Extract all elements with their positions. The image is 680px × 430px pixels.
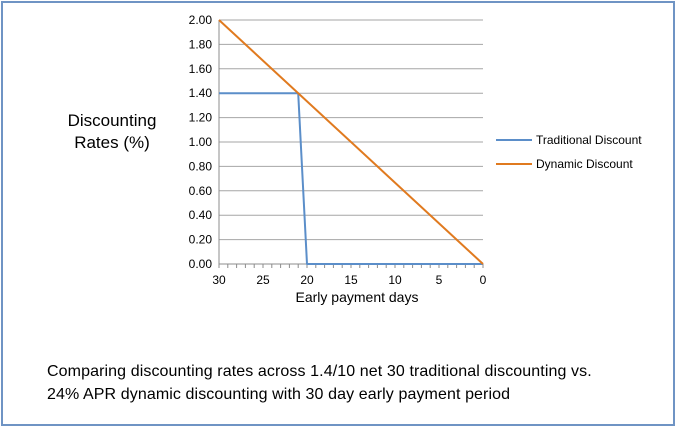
figure-frame: [1, 1, 675, 426]
y-axis-title-line-2: Rates (%): [74, 133, 150, 152]
x-tick-label: 25: [256, 273, 270, 287]
y-tick-label: 0.80: [189, 159, 213, 173]
x-tick-label: 10: [388, 273, 402, 287]
series-lines: [218, 19, 484, 265]
x-tick-label: 5: [436, 273, 443, 287]
y-tick-label: 1.80: [189, 37, 213, 51]
y-tick-label: 2.00: [189, 13, 213, 27]
x-axis-ticks: 30 25 20 15 10 5 0: [212, 264, 487, 287]
figure-caption: Comparing discounting rates across 1.4/1…: [47, 360, 667, 406]
y-tick-label: 0.40: [189, 208, 213, 222]
legend: Traditional Discount Dynamic Discount: [496, 133, 642, 171]
x-tick-label: 20: [300, 273, 314, 287]
y-tick-label: 0.20: [189, 233, 213, 247]
caption-line-1: Comparing discounting rates across 1.4/1…: [47, 363, 592, 380]
series-line-dynamic-discount: [218, 19, 484, 265]
y-axis-title: Discounting Rates (%): [52, 110, 172, 154]
x-axis-title: Early payment days: [296, 289, 419, 305]
x-tick-label: 15: [344, 273, 358, 287]
x-tick-label: 0: [480, 273, 487, 287]
y-axis-ticks: 0.00 0.20 0.40 0.60 0.80 1.00 1.20 1.40 1.60 1.80…: [189, 13, 213, 271]
y-tick-label: 1.40: [189, 86, 213, 100]
y-tick-label: 0.60: [189, 184, 213, 198]
y-tick-label: 1.00: [189, 135, 213, 149]
legend-label: Traditional Discount: [536, 133, 642, 147]
y-tick-label: 1.60: [189, 62, 213, 76]
y-tick-label: 0.00: [189, 257, 213, 271]
x-tick-label: 30: [212, 273, 226, 287]
y-axis-title-line-1: Discounting: [67, 111, 157, 130]
caption-line-2: 24% APR dynamic discounting with 30 day …: [47, 386, 511, 403]
series-line-traditional-discount: [219, 92, 483, 265]
y-tick-label: 1.20: [189, 111, 213, 125]
legend-label: Dynamic Discount: [536, 157, 633, 171]
